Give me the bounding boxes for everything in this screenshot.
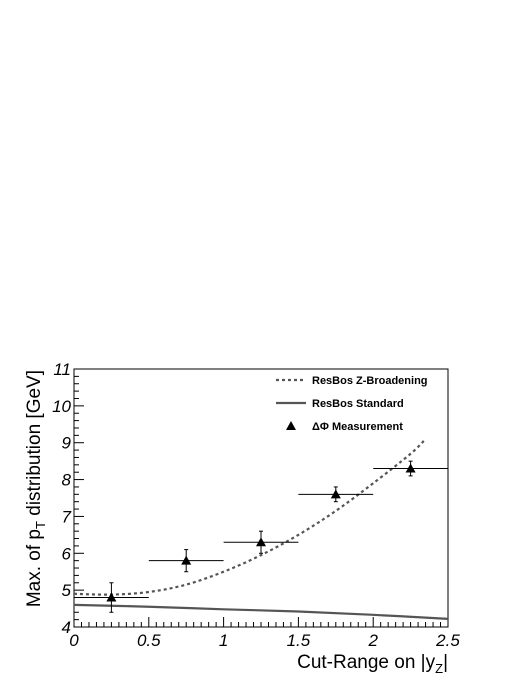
x-tick-label: 1.5 [287,631,311,650]
x-tick-label: 2 [367,631,378,650]
x-tick-label: 0 [69,631,79,650]
measurement-marker [181,555,192,565]
y-tick-label: 10 [52,397,71,416]
y-tick-label: 6 [62,544,72,563]
series-line-z-broadening [73,438,427,596]
x-tick-label: 2.5 [435,631,460,650]
x-tick-label: 1 [219,631,228,650]
y-tick-label: 5 [62,581,72,600]
y-tick-label: 9 [62,434,72,453]
measurement-marker [330,489,341,499]
y-tick-label: 7 [62,507,72,526]
y-tick-label: 4 [62,618,71,637]
y-tick-label: 8 [62,471,72,490]
legend: ResBos Z-Broadening ResBos Standard ΔΦ M… [276,375,428,433]
legend-label-z-broadening: ResBos Z-Broadening [312,375,428,387]
legend-label-measurement: ΔΦ Measurement [312,421,403,433]
series-line-standard [73,603,449,620]
measurement-marker [256,537,266,547]
legend-label-standard: ResBos Standard [312,398,404,410]
measurement-marker [405,463,416,473]
measurement-marker [106,592,117,602]
plot-area: 0 0.5 1 1.5 2 2.5 4 5 6 7 8 9 10 11 [52,360,460,650]
y-tick-label: 11 [53,360,71,379]
y-axis-title: Max. of pT distribution [GeV] [24,370,48,607]
x-tick-label: 0.5 [137,631,161,650]
x-axis-title: Cut-Range on |yZ| [297,652,448,676]
legend-swatch-measurement [286,421,296,430]
